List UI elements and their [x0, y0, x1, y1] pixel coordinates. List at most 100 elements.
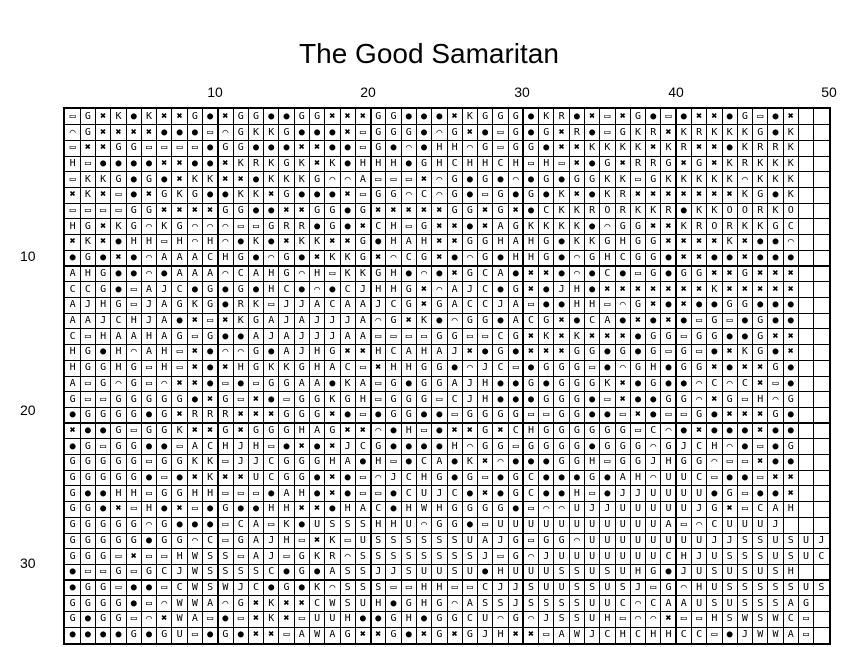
- cell-cross-symbol: ✖: [589, 110, 596, 122]
- cell-dot-symbol: ●: [634, 377, 641, 389]
- cell-letter: C: [528, 487, 535, 499]
- cell-letter: G: [191, 189, 198, 201]
- cell-letter: K: [191, 173, 198, 185]
- cell-letter: A: [176, 267, 183, 279]
- cell-letter: A: [680, 597, 687, 609]
- cell-letter: S: [772, 582, 779, 594]
- cell-arc-symbol: ⌒: [421, 519, 428, 531]
- cell-letter: R: [650, 157, 657, 169]
- cell-cross-symbol: ✖: [191, 315, 198, 327]
- cell-letter: J: [466, 393, 473, 405]
- cell-dot-symbol: ●: [726, 252, 733, 264]
- grid-major-line: [65, 265, 829, 268]
- cell-dot-symbol: ●: [84, 629, 91, 641]
- cell-letter: G: [176, 534, 183, 546]
- cell-letter: A: [451, 377, 458, 389]
- cell-letter: H: [497, 236, 504, 248]
- cell-letter: S: [466, 550, 473, 562]
- cell-dot-symbol: ●: [252, 142, 259, 154]
- cell-letter: U: [604, 582, 611, 594]
- cell-box-symbol: ▭: [375, 173, 382, 185]
- cell-box-symbol: ▭: [528, 534, 535, 546]
- cell-dot-symbol: ●: [100, 503, 107, 515]
- cell-letter: G: [329, 220, 336, 232]
- cell-letter: A: [329, 362, 336, 374]
- cell-dot-symbol: ●: [283, 142, 290, 154]
- cell-letter: H: [405, 424, 412, 436]
- cell-arc-symbol: ⌒: [436, 173, 443, 185]
- cell-letter: G: [528, 142, 535, 154]
- cell-cross-symbol: ✖: [650, 299, 657, 311]
- cell-cross-symbol: ✖: [741, 362, 748, 374]
- cell-letter: A: [69, 267, 76, 279]
- cell-letter: G: [497, 503, 504, 515]
- cell-cross-symbol: ✖: [711, 362, 718, 374]
- cell-letter: G: [176, 393, 183, 405]
- cell-letter: K: [650, 205, 657, 217]
- cell-letter: A: [69, 315, 76, 327]
- cell-arc-symbol: ⌒: [726, 440, 733, 452]
- grid-line: [65, 155, 829, 157]
- cell-dot-symbol: ●: [741, 315, 748, 327]
- cell-letter: R: [726, 220, 733, 232]
- cell-box-symbol: ▭: [115, 582, 122, 594]
- cell-letter: G: [84, 582, 91, 594]
- cell-letter: H: [436, 142, 443, 154]
- cell-cross-symbol: ✖: [757, 283, 764, 295]
- cell-arc-symbol: ⌒: [696, 519, 703, 531]
- cell-cross-symbol: ✖: [314, 142, 321, 154]
- cell-letter: U: [405, 519, 412, 531]
- cell-letter: [798, 140, 813, 156]
- cell-letter: G: [573, 377, 580, 389]
- cell-dot-symbol: ●: [772, 126, 779, 138]
- grid-line: [65, 469, 829, 471]
- cell-dot-symbol: ●: [619, 315, 626, 327]
- cell-letter: G: [634, 456, 641, 468]
- cell-cross-symbol: ✖: [100, 142, 107, 154]
- cell-letter: G: [390, 315, 397, 327]
- cell-letter: K: [665, 142, 672, 154]
- cell-box-symbol: ▭: [436, 393, 443, 405]
- cell-cross-symbol: ✖: [650, 189, 657, 201]
- cell-letter: [798, 376, 813, 392]
- cell-cross-symbol: ✖: [573, 189, 580, 201]
- cell-letter: K: [680, 173, 687, 185]
- cell-letter: A: [329, 629, 336, 641]
- cell-letter: G: [512, 330, 519, 342]
- cell-dot-symbol: ●: [787, 299, 794, 311]
- cell-cross-symbol: ✖: [466, 126, 473, 138]
- cell-letter: G: [146, 205, 153, 217]
- cell-dot-symbol: ●: [207, 189, 214, 201]
- cell-letter: A: [665, 519, 672, 531]
- cell-letter: A: [314, 424, 321, 436]
- cell-letter: G: [237, 534, 244, 546]
- cell-letter: C: [466, 299, 473, 311]
- cell-letter: S: [543, 597, 550, 609]
- cell-letter: G: [115, 299, 122, 311]
- cell-letter: G: [619, 456, 626, 468]
- cell-dot-symbol: ●: [191, 283, 198, 295]
- cell-dot-symbol: ●: [543, 456, 550, 468]
- cell-letter: G: [84, 456, 91, 468]
- grid-line: [65, 406, 829, 408]
- cell-letter: U: [665, 472, 672, 484]
- cell-letter: J: [619, 487, 626, 499]
- cell-cross-symbol: ✖: [696, 110, 703, 122]
- cell-dot-symbol: ●: [344, 409, 351, 421]
- cell-letter: G: [757, 126, 764, 138]
- cell-letter: S: [344, 519, 351, 531]
- cell-letter: K: [543, 330, 550, 342]
- cell-letter: [798, 502, 813, 518]
- cell-dot-symbol: ●: [146, 534, 153, 546]
- cell-dot-symbol: ●: [268, 205, 275, 217]
- cell-cross-symbol: ✖: [482, 487, 489, 499]
- cell-box-symbol: ▭: [803, 613, 810, 625]
- cell-letter: S: [604, 566, 611, 578]
- cell-cross-symbol: ✖: [283, 613, 290, 625]
- cell-letter: U: [589, 550, 596, 562]
- cell-letter: H: [528, 252, 535, 264]
- cell-box-symbol: ▭: [619, 409, 626, 421]
- cell-dot-symbol: ●: [405, 629, 412, 641]
- cell-letter: S: [757, 597, 764, 609]
- cell-letter: G: [497, 110, 504, 122]
